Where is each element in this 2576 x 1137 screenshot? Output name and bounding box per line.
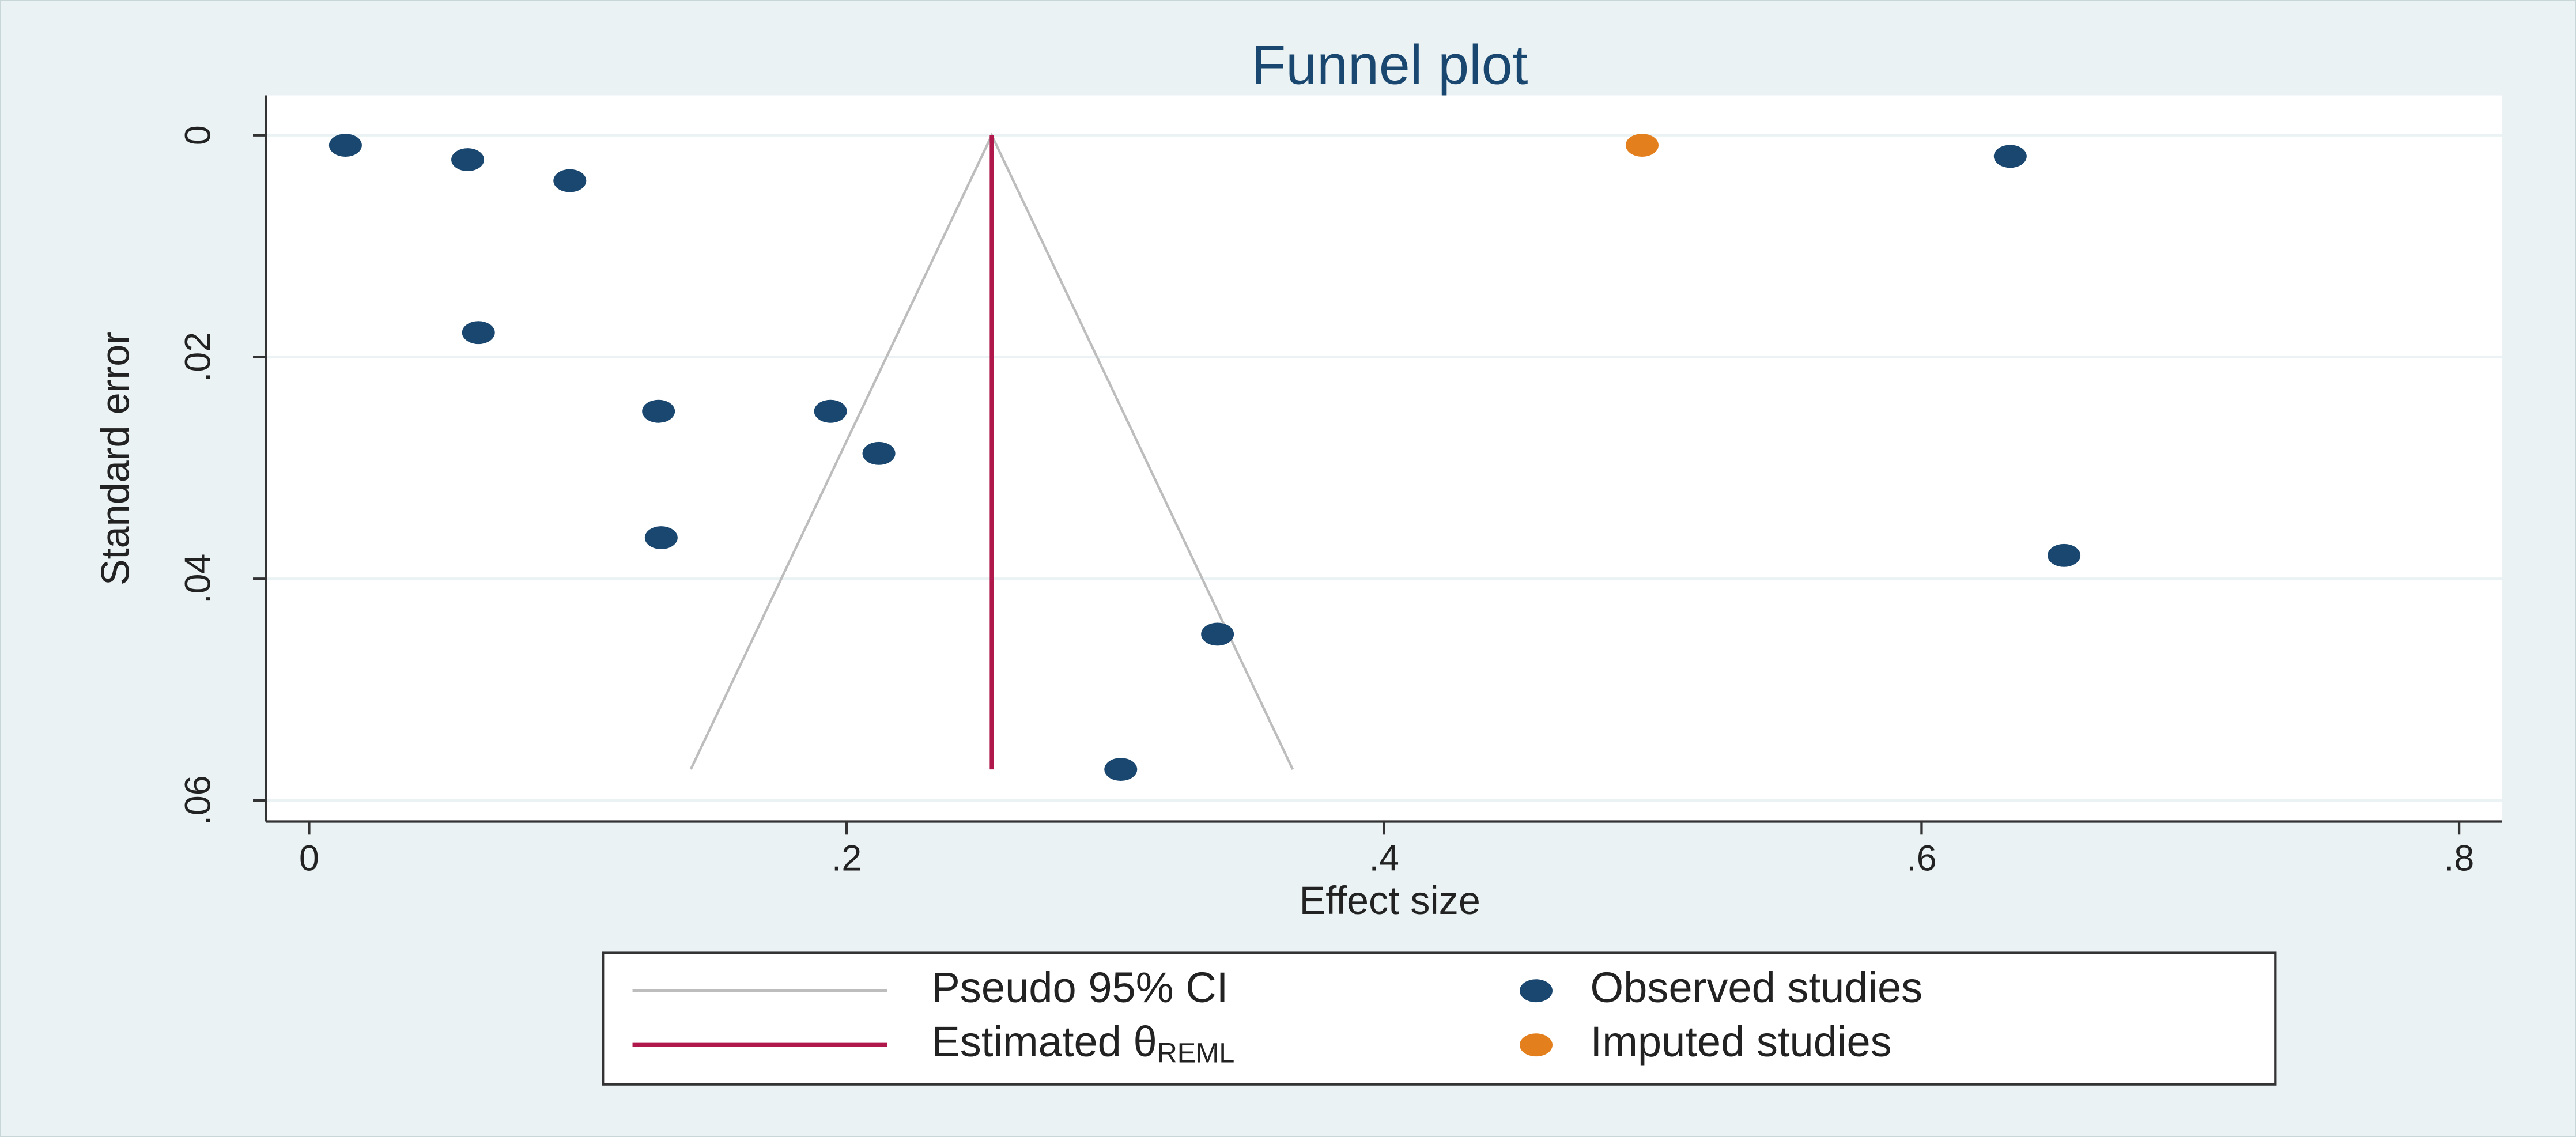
x-tick-label: .6	[1906, 838, 1936, 878]
x-tick-label: .4	[1369, 838, 1399, 878]
legend-label-text: Observed studies	[1591, 964, 1923, 1011]
y-tick-label: .02	[177, 332, 218, 382]
data-point	[1625, 134, 1659, 157]
legend-label-text: Pseudo 95% CI	[931, 964, 1228, 1011]
data-point	[2048, 543, 2081, 567]
x-tick-label: .8	[2444, 838, 2474, 878]
y-tick-label: .06	[177, 775, 218, 825]
plot-area	[266, 95, 2502, 822]
data-point	[1201, 622, 1234, 646]
data-point	[644, 526, 678, 550]
y-tick-label: .04	[177, 554, 218, 604]
y-axis-label: Standard error	[93, 331, 137, 586]
data-point	[328, 134, 362, 157]
data-point	[451, 148, 485, 172]
data-point	[1993, 145, 2027, 168]
legend-label-text: Imputed studies	[1591, 1018, 1892, 1066]
series-line	[689, 132, 1294, 770]
legend-label: Estimated θREML	[931, 1018, 1234, 1068]
legend-label: Imputed studies	[1591, 1018, 1892, 1066]
legend-swatch	[1519, 1033, 1553, 1057]
legend-label-subscript: REML	[1157, 1037, 1235, 1068]
data-point	[814, 399, 847, 423]
plot-layer	[266, 132, 2502, 802]
data-point	[1104, 758, 1138, 781]
x-tick-label: .2	[832, 838, 862, 878]
chart-title: Funnel plot	[1252, 33, 1528, 96]
data-point	[553, 169, 587, 192]
legend-label: Observed studies	[1591, 964, 1923, 1011]
legend-label: Pseudo 95% CI	[931, 964, 1228, 1011]
data-point	[862, 441, 896, 465]
x-axis-label: Effect size	[1300, 879, 1480, 923]
y-tick-label: 0	[177, 125, 218, 145]
data-point	[462, 321, 495, 345]
data-point	[642, 399, 675, 423]
legend-swatch	[1519, 979, 1553, 1003]
legend	[602, 951, 2277, 1086]
x-tick-label: 0	[299, 838, 319, 878]
legend-label-text: Estimated θ	[931, 1018, 1157, 1066]
